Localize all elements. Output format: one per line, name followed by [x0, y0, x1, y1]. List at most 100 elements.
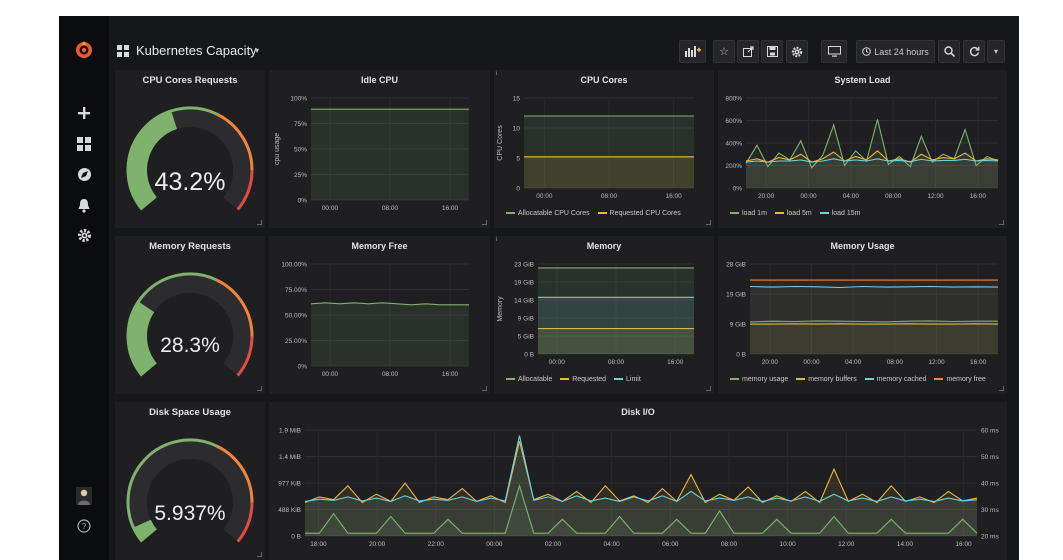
gauge-value: 28.3%	[160, 334, 220, 357]
system-load-chart: 800% 600% 400% 200% 0% 20:00 00:00 04:00 08:00 12…	[725, 96, 999, 200]
gauge-threshold-red	[236, 336, 254, 377]
x-tick-label: 08:00	[608, 359, 625, 366]
gauge-fill	[134, 519, 158, 541]
add-panel-icon	[684, 46, 701, 57]
y-tick-label: 200%	[725, 163, 742, 170]
legend-item[interactable]: load 15m	[831, 210, 861, 217]
explore-icon[interactable]	[73, 164, 95, 184]
info-icon[interactable]: i	[496, 237, 498, 243]
x-tick-label: 08:00	[885, 193, 902, 200]
zoom-out-button[interactable]	[938, 40, 960, 63]
panel-title: Idle CPU	[360, 75, 398, 85]
legend-item[interactable]: Allocatable CPU Cores	[518, 210, 590, 217]
gauge-threshold-green	[126, 272, 218, 377]
add-panel-button[interactable]	[679, 40, 706, 63]
plus-icon[interactable]	[73, 103, 95, 123]
resize-handle[interactable]	[706, 386, 711, 391]
svg-text:?: ?	[82, 522, 87, 531]
zoom-out-icon	[943, 46, 955, 57]
graph-panel-cpu-cores[interactable]: i CPU Cores 15 10 5 0 00:00 08:00 16:00 CPU Cor…	[494, 70, 714, 228]
y-tick-label: 75.00%	[285, 287, 307, 294]
stat-panel-cpu-requests[interactable]: CPU Cores Requests 43.2%	[115, 70, 265, 228]
y-tick-label: 15	[513, 96, 521, 103]
stat-panel-disk-usage[interactable]: Disk Space Usage 5.937%	[115, 402, 265, 560]
gauge-threshold-red	[236, 502, 254, 543]
resize-handle[interactable]	[482, 220, 487, 225]
series-area	[524, 156, 694, 188]
refresh-interval-button[interactable]: ▾	[987, 40, 1005, 63]
resize-handle[interactable]	[257, 552, 262, 557]
legend-swatch	[506, 378, 515, 381]
x-tick-label: 04:00	[845, 359, 862, 366]
user-avatar[interactable]	[73, 486, 95, 506]
legend-item[interactable]: load 1m	[742, 210, 767, 217]
legend: Allocatable CPU Cores Requested CPU Core…	[500, 210, 681, 217]
panel-title: Memory Usage	[830, 241, 895, 251]
resize-handle[interactable]	[257, 220, 262, 225]
legend-item[interactable]: Limit	[626, 376, 641, 383]
share-icon	[742, 46, 754, 57]
gear-icon[interactable]	[73, 225, 95, 245]
side-menu: ?	[59, 16, 109, 560]
graph-panel-disk-io[interactable]: Disk I/O 1.9 MiB 1.4 MiB 977 KiB 488 KiB 0 B…	[269, 402, 1007, 560]
legend-swatch	[796, 378, 806, 381]
star-button[interactable]: ☆	[713, 40, 735, 63]
x-tick-label: 04:00	[843, 193, 860, 200]
x-tick-label: 20:00	[762, 359, 779, 366]
caret-down-icon: ▾	[255, 46, 260, 55]
gauge-fill	[129, 111, 178, 209]
resize-handle[interactable]	[999, 386, 1004, 391]
graph-panel-memory-free[interactable]: Memory Free 100.00% 75.00% 50.00% 25.00% 0% 0…	[269, 236, 490, 394]
series-area	[311, 302, 469, 366]
graph-panel-system-load[interactable]: System Load 800% 600% 400% 200% 0% 20:00 00:00…	[718, 70, 1007, 228]
legend-item[interactable]: memory free	[946, 376, 986, 383]
bell-icon[interactable]	[73, 195, 95, 215]
legend-item[interactable]: memory usage	[742, 376, 789, 383]
help-icon[interactable]: ?	[73, 516, 95, 536]
legend-swatch	[614, 378, 624, 381]
x-tick-label: 06:00	[662, 541, 679, 548]
x-tick-label: 20:00	[758, 193, 775, 200]
x-tick-label: 08:00	[601, 193, 618, 200]
dashboards-icon[interactable]	[73, 134, 95, 154]
legend-item[interactable]: Requested	[572, 376, 607, 383]
settings-button[interactable]	[786, 40, 808, 63]
graph-panel-idle-cpu[interactable]: Idle CPU 100% 75% 50% 25% 0% 00:00 08:00 16:00 c…	[269, 70, 490, 228]
x-tick-label: 00:00	[322, 371, 339, 378]
resize-handle[interactable]	[482, 386, 487, 391]
grafana-logo-icon[interactable]	[73, 40, 95, 60]
refresh-button[interactable]	[963, 40, 985, 63]
legend-item[interactable]: load 5m	[786, 210, 812, 217]
x-tick-label: 00:00	[803, 359, 820, 366]
save-button[interactable]	[761, 40, 783, 63]
tv-mode-icon	[827, 46, 841, 57]
share-button[interactable]	[737, 40, 759, 63]
x-tick-label: 20:00	[369, 541, 386, 548]
x-tick-label: 16:00	[970, 193, 987, 200]
legend-swatch	[934, 378, 944, 381]
legend: memory usage memory buffers memory cache…	[724, 376, 986, 383]
x-tick-label: 14:00	[897, 541, 914, 548]
resize-handle[interactable]	[257, 386, 262, 391]
time-picker-button[interactable]: Last 24 hours	[856, 40, 935, 63]
stat-panel-memory-requests[interactable]: Memory Requests 28.3%	[115, 236, 265, 394]
series-area	[750, 286, 998, 354]
gauge-threshold-green	[126, 106, 218, 211]
legend-item[interactable]: memory buffers	[808, 376, 857, 383]
graph-panel-memory-usage[interactable]: Memory Usage 28 GiB 19 GiB 9 GiB 0 B 20:00 00…	[718, 236, 1007, 394]
resize-handle[interactable]	[999, 220, 1004, 225]
gauge-threshold-green	[126, 438, 218, 543]
series-line	[310, 302, 469, 306]
legend-item[interactable]: memory cached	[876, 376, 927, 383]
gauge-value: 43.2%	[154, 168, 226, 196]
y2-tick-label: 30 ms	[981, 507, 999, 514]
series-area	[538, 267, 694, 354]
legend-item[interactable]: Allocatable	[518, 376, 553, 383]
tv-mode-button[interactable]	[821, 40, 847, 63]
info-icon[interactable]: i	[496, 71, 498, 77]
y-tick-label: 0%	[298, 198, 308, 205]
legend-item[interactable]: Requested CPU Cores	[609, 210, 681, 217]
graph-panel-memory[interactable]: i Memory 23 GiB 19 GiB 14 GiB 9 GiB 5 GiB 0 B…	[494, 236, 714, 394]
series-area	[538, 297, 694, 354]
resize-handle[interactable]	[706, 220, 711, 225]
